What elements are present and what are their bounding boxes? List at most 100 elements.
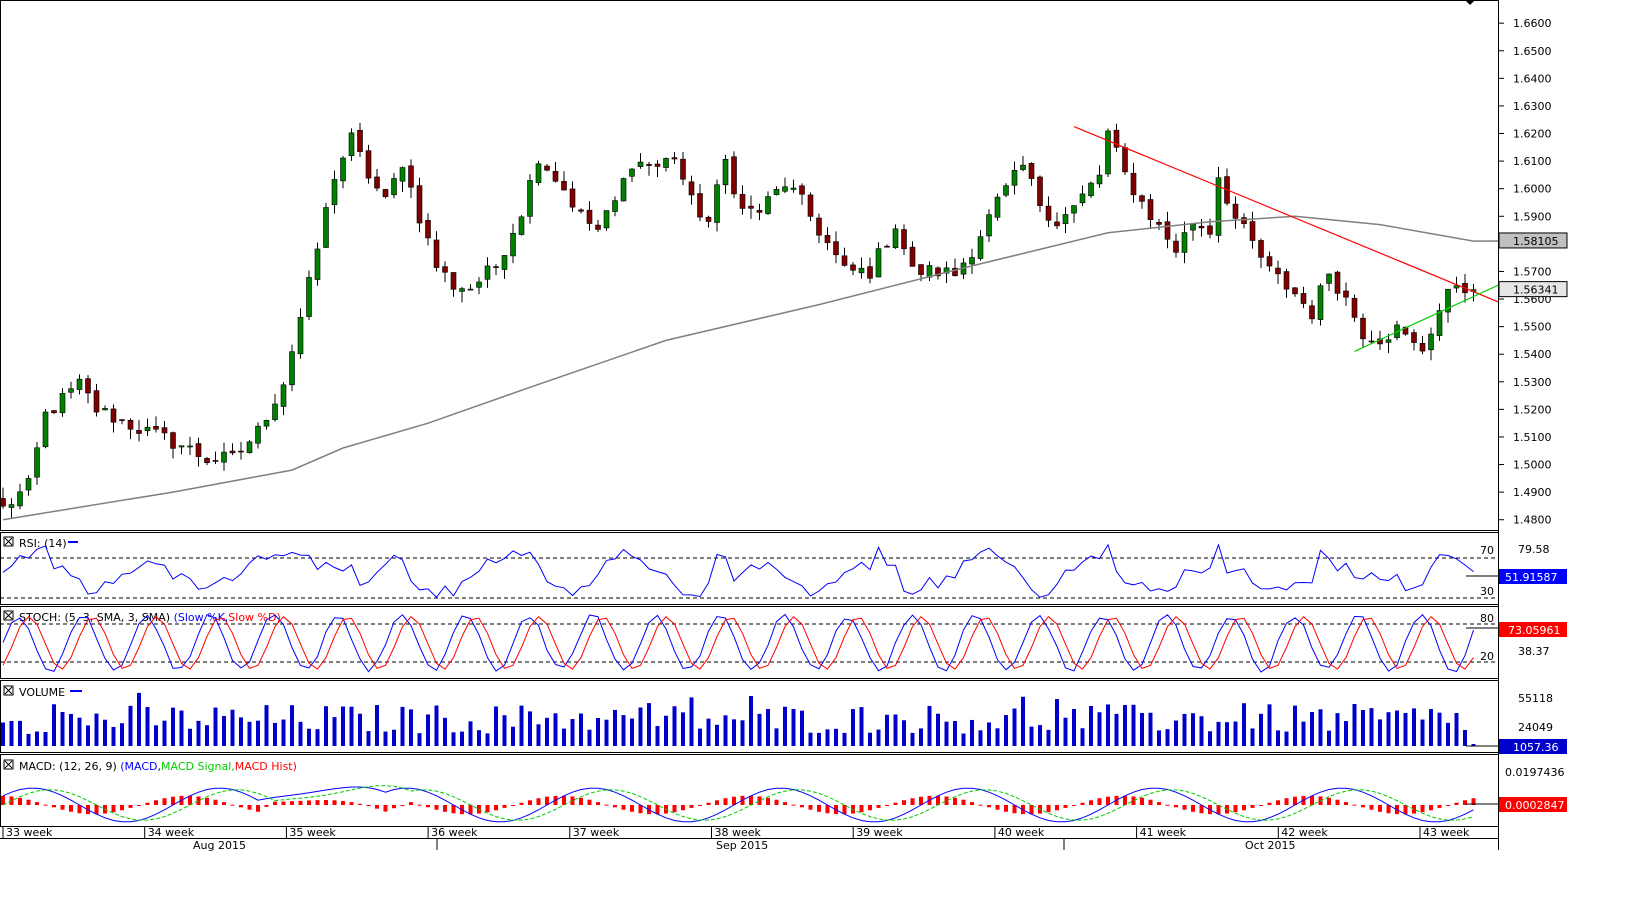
candle xyxy=(450,272,457,297)
volume-bar xyxy=(1267,704,1272,746)
macd-hist-bar xyxy=(213,799,218,805)
candle-body xyxy=(425,220,431,239)
rsi-upper-level-label: 70 xyxy=(1480,544,1494,557)
macd-hist-bar xyxy=(1165,804,1170,806)
volume-bar xyxy=(562,728,566,746)
candle-body xyxy=(578,209,584,212)
macd-hist-bar xyxy=(1386,805,1391,814)
macd-hist-bar xyxy=(222,802,226,805)
candle xyxy=(909,241,916,267)
macd-hist-bar xyxy=(902,800,906,805)
macd-hist-bar xyxy=(562,795,566,805)
candle-body xyxy=(1198,225,1205,229)
candle xyxy=(552,162,559,183)
candle xyxy=(425,213,431,246)
volume-bar xyxy=(120,723,124,746)
volume-bar xyxy=(1344,721,1348,746)
candle-body xyxy=(501,255,508,270)
candle xyxy=(1003,183,1009,198)
sma-line xyxy=(2,215,1499,521)
candle xyxy=(0,487,6,509)
price-tick-label: 1.5500 xyxy=(1513,321,1552,334)
candle xyxy=(144,418,151,436)
candle xyxy=(569,181,576,212)
volume-bar xyxy=(1403,712,1408,746)
candle xyxy=(297,308,304,359)
candle-body xyxy=(697,193,703,218)
candle-body xyxy=(238,450,244,453)
volume-bar xyxy=(1310,712,1314,746)
macd-value-label: 0.0002847 xyxy=(1505,799,1565,812)
macd-hist-bar xyxy=(791,804,796,806)
rsi-title: RSI: (14) xyxy=(19,537,67,550)
volume-bar xyxy=(86,725,90,746)
candle xyxy=(1079,185,1086,207)
candle-body xyxy=(51,410,57,414)
volume-bar xyxy=(188,728,192,746)
volume-bar xyxy=(26,733,31,746)
volume-scale-mid: 24049 xyxy=(1518,721,1553,734)
volume-bar xyxy=(698,728,702,746)
candle-body xyxy=(935,267,941,277)
volume-bar xyxy=(1106,704,1110,746)
volume-bar xyxy=(94,713,99,746)
candle-body xyxy=(1258,240,1264,258)
volume-bar xyxy=(791,709,796,746)
macd-hist-bar xyxy=(944,796,949,805)
candle xyxy=(34,441,40,485)
candle xyxy=(178,445,185,455)
candle xyxy=(119,419,125,425)
candle xyxy=(1139,194,1145,209)
volume-bar xyxy=(1259,713,1263,746)
volume-bar xyxy=(443,717,447,746)
price-tick-label: 1.6100 xyxy=(1513,155,1552,168)
candle-body xyxy=(595,224,601,230)
candle xyxy=(841,247,848,267)
volume-bar xyxy=(1114,713,1119,746)
macd-hist-bar xyxy=(842,805,847,815)
candle-body xyxy=(1453,285,1460,289)
candle-body xyxy=(187,445,193,448)
candle xyxy=(977,230,984,261)
candle xyxy=(1181,221,1188,264)
candle-body xyxy=(365,150,372,179)
volume-bar xyxy=(247,721,252,746)
candle-body xyxy=(918,264,924,275)
candle-body xyxy=(348,132,355,156)
volume-bar xyxy=(672,706,677,746)
volume-bar xyxy=(205,725,209,746)
volume-bar xyxy=(1352,704,1357,746)
macd-hist-bar xyxy=(1378,805,1382,812)
macd-hist-bar xyxy=(392,805,396,809)
volume-bar xyxy=(970,719,974,746)
volume-bar xyxy=(451,732,456,746)
candle-body xyxy=(102,408,108,411)
candle-body xyxy=(399,167,406,182)
macd-hist-bar xyxy=(171,796,175,805)
candle-body xyxy=(748,205,754,209)
candle xyxy=(221,442,227,471)
candle xyxy=(850,262,856,276)
candle-body xyxy=(637,161,644,167)
volume-bar xyxy=(162,720,167,746)
macd-hist-bar xyxy=(519,802,524,805)
candle xyxy=(1411,329,1417,351)
candle xyxy=(884,244,890,248)
candle-body xyxy=(782,186,788,192)
candle-body xyxy=(765,196,771,214)
candle xyxy=(59,388,66,417)
macd-hist-bar xyxy=(1072,805,1076,806)
volume-bar xyxy=(774,728,779,746)
macd-hist-bar xyxy=(723,798,728,805)
candle xyxy=(705,215,712,228)
candle-body xyxy=(450,272,457,290)
candle xyxy=(306,270,312,321)
volume-bar xyxy=(630,718,634,746)
candle-body xyxy=(221,451,227,463)
price-tick-label: 1.5700 xyxy=(1513,265,1552,278)
volume-bar xyxy=(834,728,838,746)
candle-body xyxy=(629,168,635,177)
macd-hist-bar xyxy=(128,805,133,808)
macd-hist-bar xyxy=(1454,802,1459,805)
stoch-title-k: (Slow %K, xyxy=(174,611,229,624)
